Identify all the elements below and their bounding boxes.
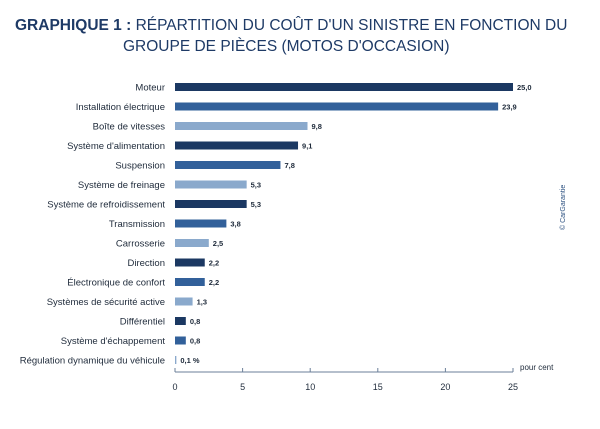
bar (175, 258, 205, 267)
chart-title: GRAPHIQUE 1 : RÉPARTITION DU COÛT D'UN S… (15, 15, 575, 57)
x-tick-label: 5 (240, 382, 245, 392)
value-label: 2,5 (213, 239, 223, 248)
value-label: 23,9 (502, 103, 517, 112)
bar (175, 239, 209, 247)
bar (175, 161, 281, 169)
value-label: 2,2 (209, 278, 219, 287)
value-label: 0,8 (190, 337, 200, 346)
bar (175, 102, 499, 111)
value-label: 5,3 (251, 181, 261, 190)
category-label: Moteur (135, 83, 165, 94)
value-label: 0,1 % (180, 356, 200, 365)
category-label: Boîte de vitesses (93, 122, 166, 133)
category-label: Système d'alimentation (67, 141, 165, 152)
title-prefix: GRAPHIQUE 1 : (15, 17, 132, 34)
value-label: 5,3 (251, 200, 261, 209)
category-label: Transmission (109, 219, 165, 230)
title-line-2: GROUPE DE PIÈCES (MOTOS D'OCCASION) (123, 38, 450, 55)
value-label: 7,8 (284, 161, 294, 170)
value-label: 3,8 (230, 220, 240, 229)
value-label: 0,8 (190, 317, 200, 326)
category-label: Système d'échappement (61, 336, 166, 347)
x-tick-label: 0 (172, 382, 177, 392)
value-label: 9,8 (311, 122, 321, 131)
bar (175, 219, 227, 228)
category-label: Systèmes de sécurité active (47, 297, 165, 308)
value-label: 2,2 (209, 259, 219, 268)
category-label: Installation électrique (76, 102, 165, 113)
category-label: Direction (128, 258, 166, 269)
bar (175, 336, 186, 345)
category-label: Électronique de confort (67, 278, 165, 289)
source-credit: © CarGarantie (560, 184, 567, 230)
category-label: Suspension (115, 161, 165, 172)
bar (175, 297, 193, 306)
value-label: 25,0 (517, 83, 532, 92)
bar (175, 141, 299, 150)
x-tick-label: 10 (305, 382, 315, 392)
category-label: Différentiel (120, 317, 165, 328)
bar (175, 180, 247, 189)
category-label: Régulation dynamique du véhicule (20, 356, 165, 367)
x-tick-label: 25 (508, 382, 518, 392)
x-axis-unit-label: pour cent (520, 363, 554, 372)
bar (175, 356, 177, 364)
title-line-1: RÉPARTITION DU COÛT D'UN SINISTRE EN FON… (135, 17, 568, 34)
bar (175, 200, 247, 208)
bar (175, 317, 186, 325)
x-tick-label: 15 (373, 382, 383, 392)
value-label: 9,1 (302, 142, 312, 151)
category-label: Système de refroidissement (47, 200, 165, 211)
bar (175, 122, 308, 130)
bar (175, 83, 513, 91)
category-label: Système de freinage (78, 180, 165, 191)
bar (175, 278, 205, 286)
value-label: 1,3 (197, 298, 207, 307)
x-tick-label: 20 (440, 382, 450, 392)
category-label: Carrosserie (116, 239, 165, 250)
